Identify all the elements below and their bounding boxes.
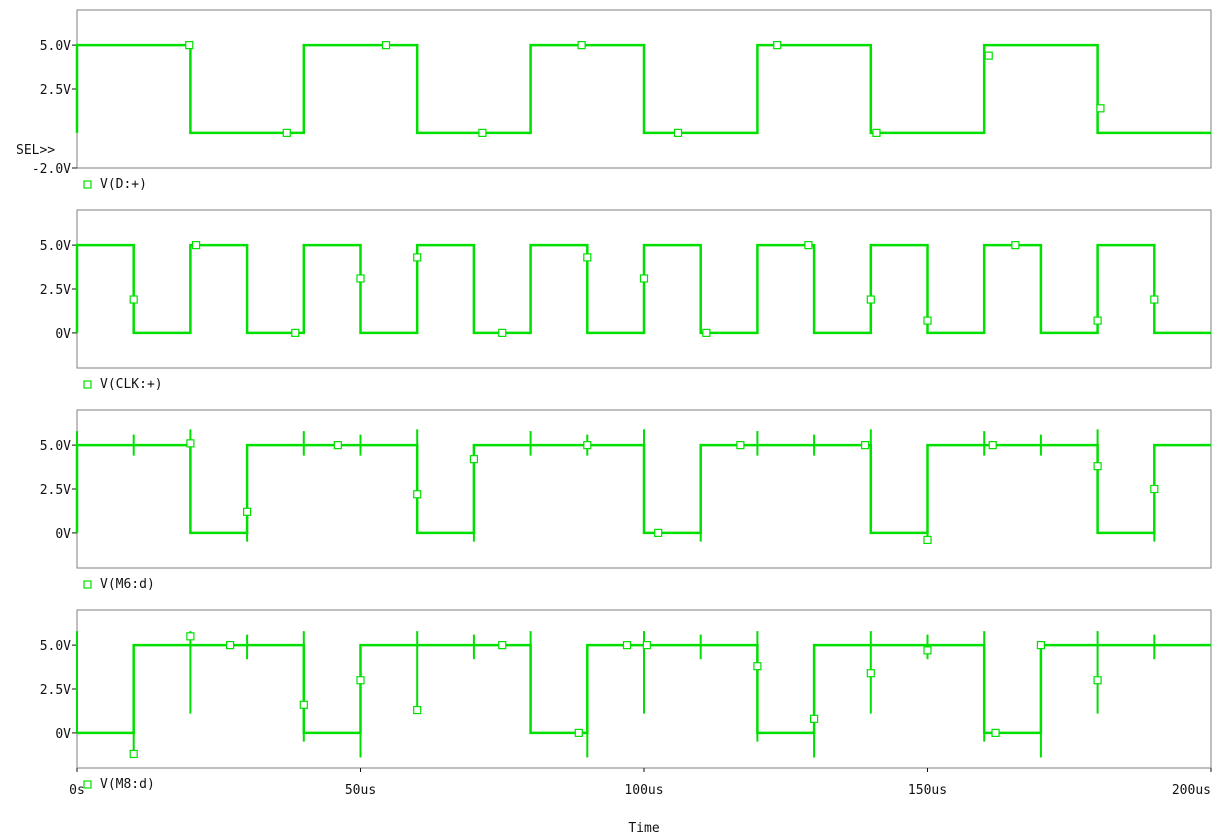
data-point-marker: [1096, 104, 1105, 113]
data-point-marker: [923, 646, 932, 655]
data-point-marker: [478, 128, 487, 137]
y-tick-label: 5.0V: [40, 439, 71, 454]
data-point-marker: [654, 528, 663, 537]
y-tick-label: 0V: [55, 727, 71, 742]
data-point-marker: [498, 328, 507, 337]
data-point-marker: [861, 441, 870, 450]
data-point-marker: [1093, 316, 1102, 325]
y-tick-label: 2.5V: [40, 683, 71, 698]
panel-1: 5.0V 2.5V -2.0V V(D:+): [32, 9, 1212, 192]
data-point-marker: [1150, 484, 1159, 494]
data-point-marker: [753, 662, 762, 671]
y-tick-label: 0V: [55, 327, 71, 342]
data-point-marker: [991, 728, 1000, 737]
data-point-marker: [413, 705, 422, 715]
data-point-marker: [186, 439, 195, 448]
data-point-marker: [186, 632, 195, 641]
data-point-marker: [1150, 295, 1159, 304]
data-point-marker: [243, 507, 252, 516]
x-tick-label: 150us: [908, 783, 947, 798]
data-point-marker: [984, 51, 993, 60]
y-tick-label: 2.5V: [40, 83, 71, 98]
data-point-marker: [299, 700, 308, 709]
legend-label: V(M6:d): [100, 577, 155, 592]
data-point-marker: [498, 641, 507, 650]
data-point-marker: [574, 728, 583, 737]
y-tick-label: 5.0V: [40, 39, 71, 54]
data-point-marker: [1011, 241, 1020, 250]
y-tick-label: -2.0V: [32, 162, 71, 177]
waveform-trace: [75, 243, 1211, 335]
data-point-marker: [736, 441, 745, 450]
data-point-marker: [577, 41, 586, 50]
data-point-marker: [866, 669, 875, 678]
data-point-marker: [469, 455, 478, 464]
data-point-marker: [639, 274, 649, 283]
data-point-marker: [804, 241, 813, 250]
data-point-marker: [291, 328, 300, 337]
data-point-marker: [333, 441, 342, 450]
y-tick-label: 2.5V: [40, 483, 71, 498]
data-point-marker: [988, 441, 997, 450]
data-point-marker: [1036, 641, 1046, 650]
data-point-marker: [673, 128, 683, 137]
data-point-marker: [642, 641, 651, 650]
legend-marker-icon: [83, 580, 92, 589]
legend-marker-icon: [83, 180, 92, 189]
legend-label: V(CLK:+): [100, 377, 163, 392]
data-point-marker: [773, 41, 782, 50]
data-point-marker: [129, 749, 138, 759]
data-point-marker: [702, 328, 711, 337]
data-point-marker: [923, 535, 932, 545]
x-tick-label: 50us: [345, 783, 376, 798]
waveform-trace: [75, 443, 1211, 535]
x-tick-label: 100us: [624, 783, 663, 798]
data-point-marker: [356, 274, 365, 283]
data-point-marker: [381, 41, 391, 50]
x-axis-title: Time: [628, 821, 659, 836]
x-tick-label: 0s: [69, 783, 85, 798]
data-point-marker: [866, 295, 875, 304]
data-point-marker: [282, 128, 291, 137]
data-point-marker: [191, 241, 201, 250]
legend-label: V(M8:d): [100, 777, 155, 792]
data-point-marker: [1093, 462, 1102, 471]
data-point-marker: [872, 128, 881, 137]
data-point-marker: [1093, 676, 1102, 685]
data-point-marker: [923, 316, 932, 325]
x-tick-label: 200us: [1172, 783, 1211, 798]
data-point-marker: [225, 641, 235, 650]
data-point-marker: [129, 295, 138, 304]
data-point-marker: [185, 41, 194, 50]
data-point-marker: [622, 641, 632, 650]
panel-4: 5.0V 2.5V 0V V(M8:d): [40, 609, 1212, 792]
legend-label: V(D:+): [100, 177, 147, 192]
data-point-marker: [583, 253, 592, 262]
data-point-marker: [356, 676, 365, 685]
sel-marker-label: SEL>>: [16, 143, 55, 158]
data-point-marker: [583, 441, 592, 450]
y-tick-label: 2.5V: [40, 283, 71, 298]
legend-marker-icon: [83, 780, 92, 789]
y-tick-label: 5.0V: [40, 639, 71, 654]
data-point-marker: [413, 253, 422, 262]
panel-3: 5.0V 2.5V 0V V(M6:d): [40, 409, 1212, 592]
legend-marker-icon: [83, 380, 92, 389]
data-point-marker: [413, 490, 422, 499]
y-tick-label: 5.0V: [40, 239, 71, 254]
waveform-trace: [75, 43, 1211, 135]
panel-2: 5.0V 2.5V 0V V(CLK:+): [40, 209, 1212, 392]
data-point-marker: [809, 714, 819, 723]
y-tick-label: 0V: [55, 527, 71, 542]
